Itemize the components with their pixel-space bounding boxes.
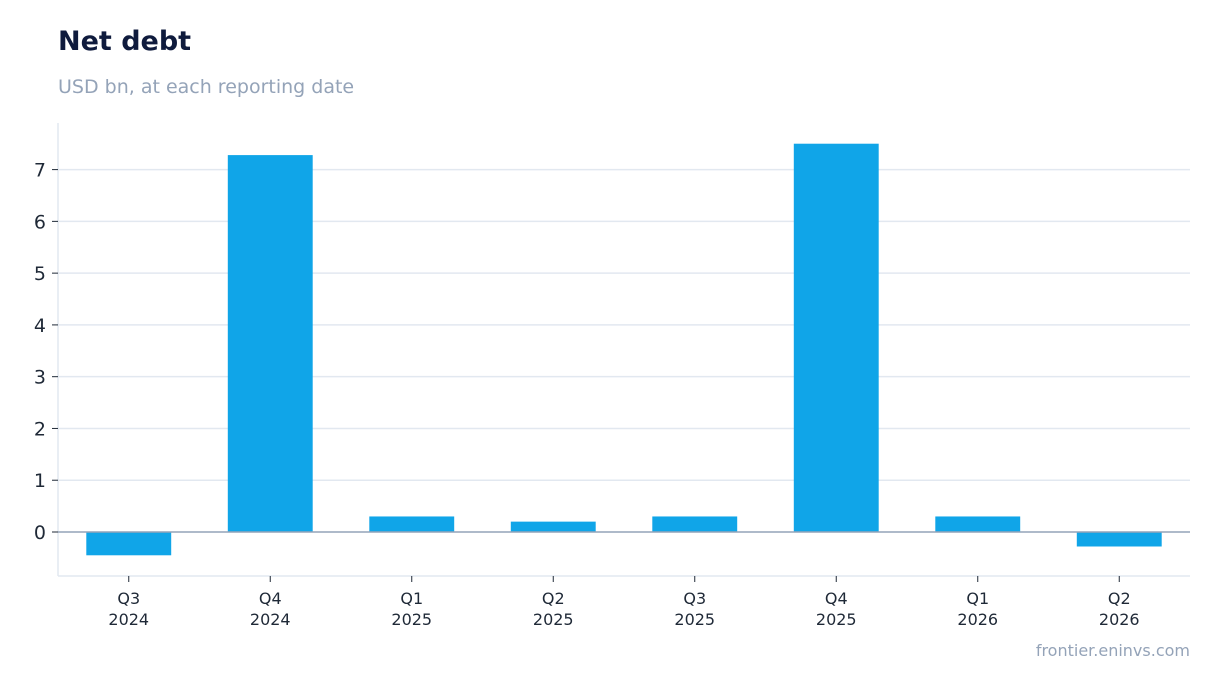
x-tick-label-year: 2025 (391, 610, 432, 629)
bar (510, 521, 596, 532)
y-tick-label: 2 (34, 418, 46, 440)
source-attribution: frontier.eninvs.com (1035, 641, 1190, 660)
bar (86, 531, 172, 556)
x-tick-label-quarter: Q2 (542, 589, 565, 608)
x-tick-label-year: 2025 (533, 610, 574, 629)
x-tick-label-quarter: Q2 (1108, 589, 1131, 608)
x-tick-label-year: 2024 (108, 610, 149, 629)
x-tick-label-year: 2026 (1099, 610, 1140, 629)
bar (1076, 531, 1162, 547)
bar (935, 516, 1021, 532)
y-tick-label: 4 (34, 315, 46, 337)
x-tick-label-year: 2024 (250, 610, 291, 629)
bar (793, 143, 879, 532)
y-tick-label: 1 (34, 470, 46, 492)
x-tick-label-quarter: Q4 (259, 589, 282, 608)
y-tick-label: 3 (34, 367, 46, 389)
y-tick-label: 7 (34, 160, 46, 182)
chart-subtitle: USD bn, at each reporting date (58, 76, 355, 98)
x-tick-label-year: 2025 (674, 610, 715, 629)
bar (652, 516, 738, 532)
x-tick-label-quarter: Q1 (400, 589, 423, 608)
y-tick-label: 5 (34, 263, 46, 285)
x-tick-label-quarter: Q1 (966, 589, 989, 608)
x-tick-label-quarter: Q3 (117, 589, 140, 608)
x-tick-label-quarter: Q3 (683, 589, 706, 608)
chart-title: Net debt (58, 26, 192, 57)
x-tick-label-quarter: Q4 (825, 589, 848, 608)
bar (369, 516, 455, 532)
y-tick-label: 0 (34, 522, 46, 544)
x-tick-label-year: 2026 (957, 610, 998, 629)
bar (227, 155, 313, 532)
x-tick-label-year: 2025 (816, 610, 857, 629)
y-tick-label: 6 (34, 211, 46, 233)
